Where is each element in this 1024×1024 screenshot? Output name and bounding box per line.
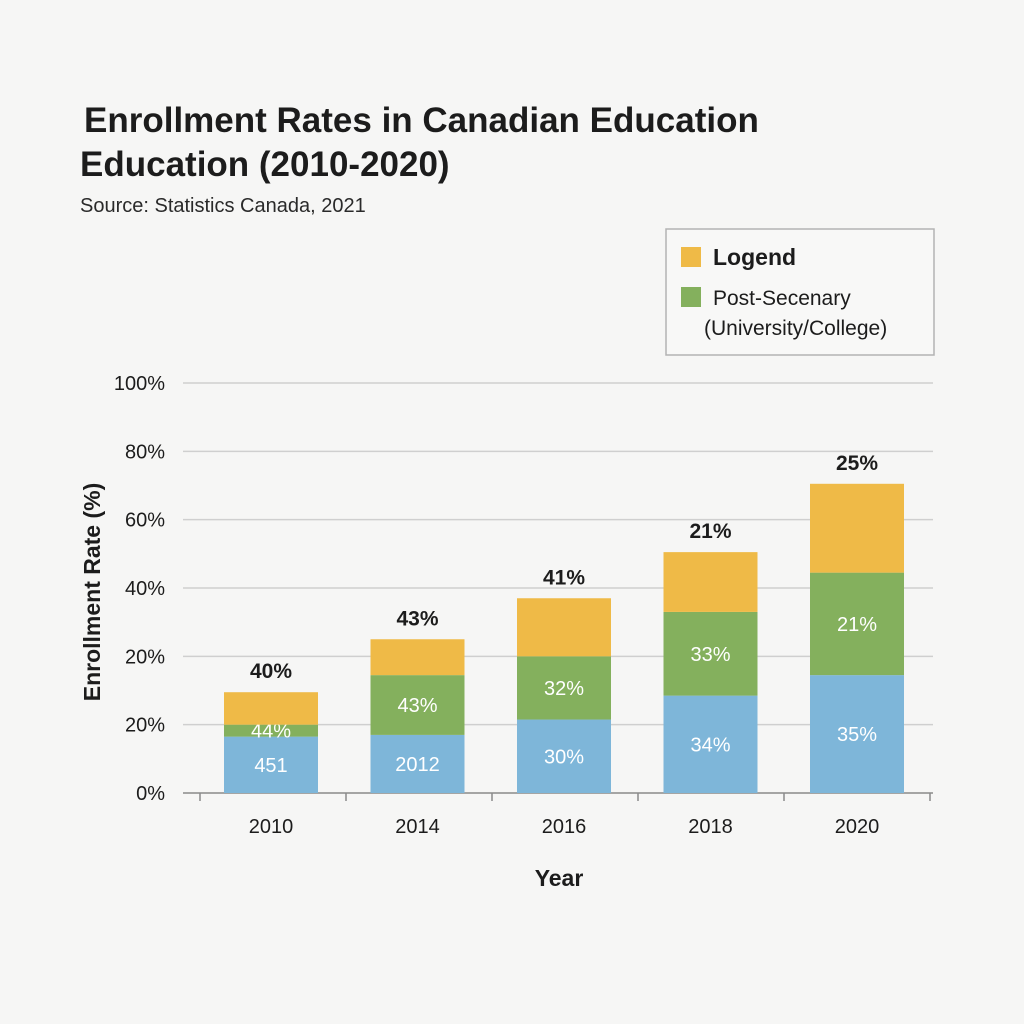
y-tick-label: 0%	[136, 783, 165, 805]
chart-title-line-2: Education (2010-2020)	[80, 145, 450, 184]
x-tick-label: 2014	[395, 816, 440, 838]
x-tick-label: 2010	[249, 816, 294, 838]
legend-swatch-green	[681, 287, 701, 307]
chart-subtitle: Source: Statistics Canada, 2021	[80, 195, 366, 217]
legend: Logend Post-Secenary (University/College…	[665, 228, 935, 356]
legend-swatch-yellow	[681, 247, 701, 267]
bar-segment-green	[224, 724, 318, 737]
x-tick-label: 2020	[835, 816, 880, 838]
bar-top-label: 41%	[543, 566, 585, 589]
bar-value-label: 32%	[544, 678, 584, 700]
bar-top-label: 25%	[836, 452, 878, 475]
legend-label-university-college: (University/College)	[704, 317, 887, 340]
legend-frame	[665, 228, 935, 356]
bar-segment-yellow	[517, 598, 611, 657]
x-tick-label: 2016	[542, 816, 587, 838]
y-axis-title: Enrollment Rate (%)	[79, 483, 105, 702]
bar-top-label: 40%	[250, 660, 292, 683]
bar-value-label: 43%	[397, 695, 437, 717]
y-tick-label: 40%	[125, 578, 165, 600]
bar-value-label: 451	[254, 755, 287, 777]
plot-area: 0% 20% 20% 40% 60% 80% 100% 451 44% 40% 2010 2012 43…	[114, 373, 933, 838]
bar-value-label: 33%	[690, 644, 730, 666]
bar-segment-green	[370, 675, 465, 735]
bar-segment-yellow	[224, 692, 318, 725]
chart-title-line-1: Enrollment Rates in Canadian Education	[84, 101, 759, 140]
bar-value-label: 44%	[251, 721, 291, 743]
bar-segment-green	[663, 611, 758, 696]
bar-value-label: 35%	[837, 724, 877, 746]
bar-segment-yellow	[370, 639, 465, 676]
bar-segment-blue	[663, 695, 758, 793]
bar-segment-blue	[370, 734, 465, 793]
y-tick-label: 80%	[125, 441, 165, 463]
x-tick-label: 2018	[688, 816, 733, 838]
y-tick-label: 20%	[125, 715, 165, 737]
bar-value-label: 30%	[544, 746, 584, 768]
legend-label-logend: Logend	[713, 244, 796, 270]
bar-segment-blue	[517, 719, 611, 793]
bar-segment-blue	[224, 736, 318, 793]
bar-segment-yellow	[810, 483, 904, 573]
y-tick-label: 20%	[125, 646, 165, 668]
bar-value-label: 21%	[837, 614, 877, 636]
y-tick-label: 60%	[125, 510, 165, 532]
legend-label-post-secenary: Post-Secenary	[713, 287, 851, 310]
bar-top-label: 21%	[689, 520, 731, 543]
bar-value-label: 2012	[395, 754, 440, 776]
x-axis-title: Year	[535, 865, 584, 891]
bar-segment-yellow	[663, 552, 758, 612]
chart-header: Enrollment Rates in Canadian Education E…	[80, 101, 759, 217]
bar-value-label: 34%	[690, 734, 730, 756]
bar-segment-blue	[810, 675, 904, 793]
y-tick-label: 100%	[114, 373, 165, 395]
bar-segment-green	[810, 572, 904, 676]
bar-segment-green	[517, 656, 611, 720]
bar-top-label: 43%	[396, 607, 438, 630]
